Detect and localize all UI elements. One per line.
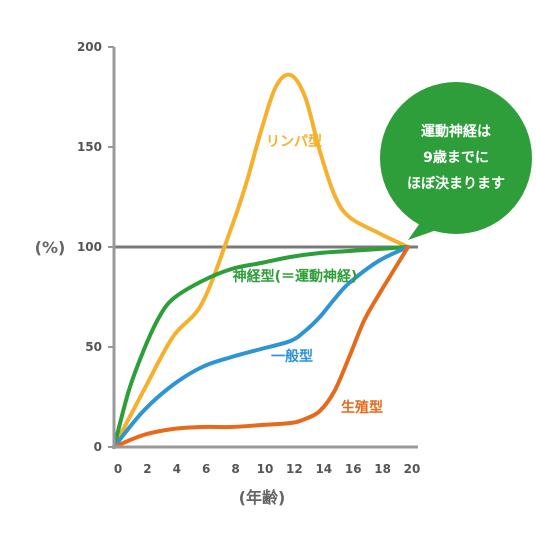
x-tick-label: 10 [257,462,274,476]
x-axis-ticks: 0 2 4 6 8 10 12 14 16 18 20 [114,462,421,476]
bubble-text-line: 運動神経は [421,123,491,140]
general-type-line [112,245,410,449]
neural-type-label: 神経型(＝運動神経) [233,268,358,285]
y-tick-label: 100 [77,240,102,254]
y-tick-label: 50 [85,340,102,354]
reproductive-type-line [112,245,410,449]
y-axis-ticks: 0 50 100 150 200 [77,40,114,454]
y-tick-label: 0 [94,440,102,454]
series-lines [112,72,410,449]
x-tick-label: 8 [231,462,239,476]
x-axis-label: (年齢) [239,488,286,507]
x-tick-label: 20 [404,462,421,476]
x-tick-label: 14 [315,462,332,476]
lymphoid-type-line [112,72,410,449]
bubble-circle [380,82,532,234]
y-tick-label: 200 [77,40,102,54]
x-tick-label: 12 [286,462,303,476]
bubble-text-line: ほぼ決まります [407,175,505,192]
general-type-label: 一般型 [271,348,313,365]
x-tick-label: 6 [202,462,210,476]
x-tick-label: 2 [143,462,151,476]
y-tick-label: 150 [77,140,102,154]
reproductive-type-label: 生殖型 [341,399,383,416]
x-tick-label: 18 [374,462,391,476]
x-tick-label: 16 [345,462,362,476]
lymphoid-type-label: リンパ型 [266,133,322,150]
y-axis-label: (%) [35,238,66,257]
bubble-text-line: 9歳までに [423,149,489,166]
x-tick-label: 4 [173,462,181,476]
neural-type-line [112,245,410,449]
x-tick-label: 0 [114,462,122,476]
